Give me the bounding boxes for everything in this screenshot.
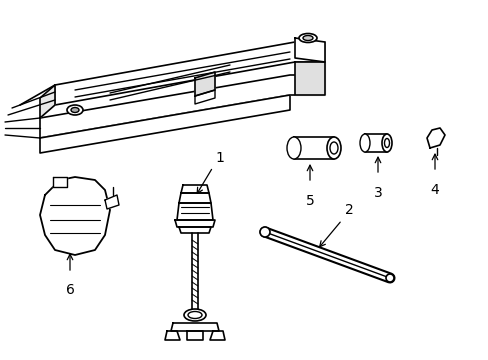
Ellipse shape <box>260 227 269 237</box>
Text: 3: 3 <box>373 186 382 200</box>
Polygon shape <box>294 38 325 62</box>
Polygon shape <box>293 137 333 159</box>
Polygon shape <box>171 323 219 331</box>
Polygon shape <box>40 75 325 138</box>
Polygon shape <box>175 220 215 227</box>
Polygon shape <box>40 177 110 255</box>
Ellipse shape <box>326 137 340 159</box>
Polygon shape <box>40 85 55 118</box>
Text: 5: 5 <box>305 194 314 208</box>
Polygon shape <box>195 90 215 104</box>
Polygon shape <box>179 193 210 203</box>
Polygon shape <box>164 331 180 340</box>
Polygon shape <box>294 62 325 95</box>
Ellipse shape <box>298 33 316 42</box>
Polygon shape <box>195 72 215 96</box>
Ellipse shape <box>381 134 391 152</box>
Ellipse shape <box>384 139 389 148</box>
Text: 1: 1 <box>215 151 224 165</box>
Ellipse shape <box>359 134 369 152</box>
Ellipse shape <box>187 311 202 319</box>
Text: 6: 6 <box>65 283 74 297</box>
Ellipse shape <box>286 137 301 159</box>
Polygon shape <box>209 331 224 340</box>
Polygon shape <box>53 177 67 187</box>
Ellipse shape <box>385 274 393 282</box>
Ellipse shape <box>67 105 83 115</box>
Text: 4: 4 <box>430 183 439 197</box>
Polygon shape <box>186 331 203 340</box>
Polygon shape <box>177 203 213 220</box>
Ellipse shape <box>329 142 337 154</box>
Polygon shape <box>179 227 210 233</box>
Ellipse shape <box>71 108 79 112</box>
Text: 2: 2 <box>345 203 353 217</box>
Ellipse shape <box>183 309 205 321</box>
Polygon shape <box>105 195 119 209</box>
Polygon shape <box>364 134 386 152</box>
Polygon shape <box>40 95 289 153</box>
Ellipse shape <box>303 36 312 40</box>
Polygon shape <box>426 128 444 148</box>
Polygon shape <box>55 42 325 105</box>
Polygon shape <box>181 185 208 193</box>
